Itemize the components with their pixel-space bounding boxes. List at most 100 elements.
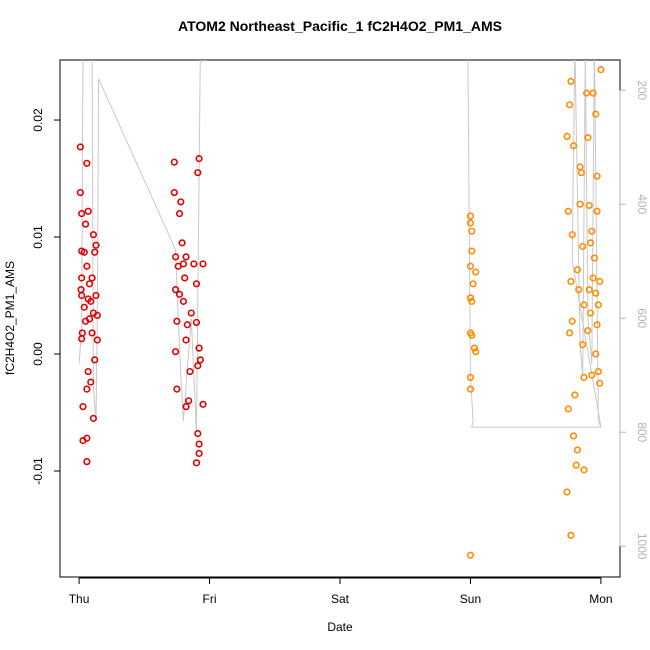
point (594, 367, 602, 376)
point (78, 291, 86, 300)
y-tick-label: 0.02 (31, 108, 45, 132)
point (466, 219, 475, 227)
point (466, 551, 475, 559)
y-axis-label: fC2H4O2_PM1_AMS (3, 261, 17, 375)
point (78, 274, 86, 282)
point (586, 309, 595, 317)
x-tick-label: Sun (460, 592, 481, 606)
point (594, 301, 602, 309)
point (199, 400, 207, 408)
point (593, 172, 601, 180)
point (588, 227, 596, 235)
y2-tick-label: 200 (635, 80, 649, 100)
point (85, 280, 94, 288)
point (179, 297, 188, 305)
point (83, 434, 91, 442)
point (584, 327, 592, 335)
point (573, 266, 582, 274)
point (88, 274, 96, 282)
point (76, 188, 84, 197)
chart-title: ATOM2 Northeast_Pacific_1 fC2H4O2_PM1_AM… (178, 18, 502, 34)
point (190, 260, 198, 268)
point (586, 239, 595, 247)
point (569, 432, 578, 440)
point (182, 253, 190, 261)
point (582, 89, 591, 97)
point (173, 385, 181, 393)
point (195, 449, 203, 458)
point (593, 207, 601, 215)
point (468, 227, 476, 235)
point (588, 371, 596, 379)
x-tick-label: Thu (69, 592, 90, 606)
point (469, 280, 477, 288)
point (84, 367, 92, 376)
point (466, 294, 475, 302)
point (466, 373, 475, 382)
point (468, 297, 476, 305)
point (194, 429, 202, 438)
point (575, 286, 583, 294)
point (172, 286, 180, 294)
point (567, 531, 575, 539)
point (187, 309, 195, 317)
point (174, 262, 182, 270)
point (199, 260, 207, 268)
point (466, 385, 475, 393)
point (196, 356, 204, 364)
point (78, 210, 86, 218)
point (563, 132, 571, 140)
point (472, 268, 480, 276)
point (182, 403, 190, 411)
y-tick-label: 0.00 (31, 342, 45, 366)
point (571, 391, 579, 399)
point (585, 201, 593, 210)
point (579, 341, 587, 349)
point (88, 329, 96, 337)
point (182, 336, 190, 344)
plot-frame (59, 59, 621, 578)
point (93, 336, 101, 344)
point (175, 290, 184, 298)
point (466, 262, 475, 270)
point (91, 248, 99, 256)
point (80, 248, 88, 256)
point (577, 169, 585, 177)
point (580, 466, 588, 474)
y2-tick-label: 400 (635, 194, 649, 214)
point (580, 373, 588, 382)
point (596, 379, 604, 387)
point (563, 488, 571, 496)
point (593, 321, 601, 329)
point (83, 159, 91, 167)
x-tick-label: Fri (203, 592, 217, 606)
point (564, 405, 572, 413)
point (84, 295, 92, 303)
y2-tick-label: 600 (635, 308, 649, 328)
point (92, 291, 100, 300)
point (567, 277, 575, 286)
point (79, 403, 87, 411)
point (89, 231, 98, 239)
point (80, 303, 88, 311)
point (472, 348, 480, 356)
point (596, 277, 604, 286)
point (592, 350, 600, 358)
point (78, 335, 86, 343)
point (566, 101, 574, 109)
point (177, 198, 185, 206)
point (592, 110, 600, 118)
point (468, 331, 476, 339)
point (84, 207, 92, 215)
point (192, 459, 201, 467)
point (173, 317, 181, 325)
point (576, 163, 584, 171)
point (572, 461, 580, 469)
point (567, 77, 575, 86)
point (566, 329, 574, 337)
point (77, 286, 85, 294)
point (192, 318, 201, 327)
point (85, 315, 94, 323)
point (590, 254, 599, 262)
y-tick-label: 0.01 (31, 225, 45, 249)
